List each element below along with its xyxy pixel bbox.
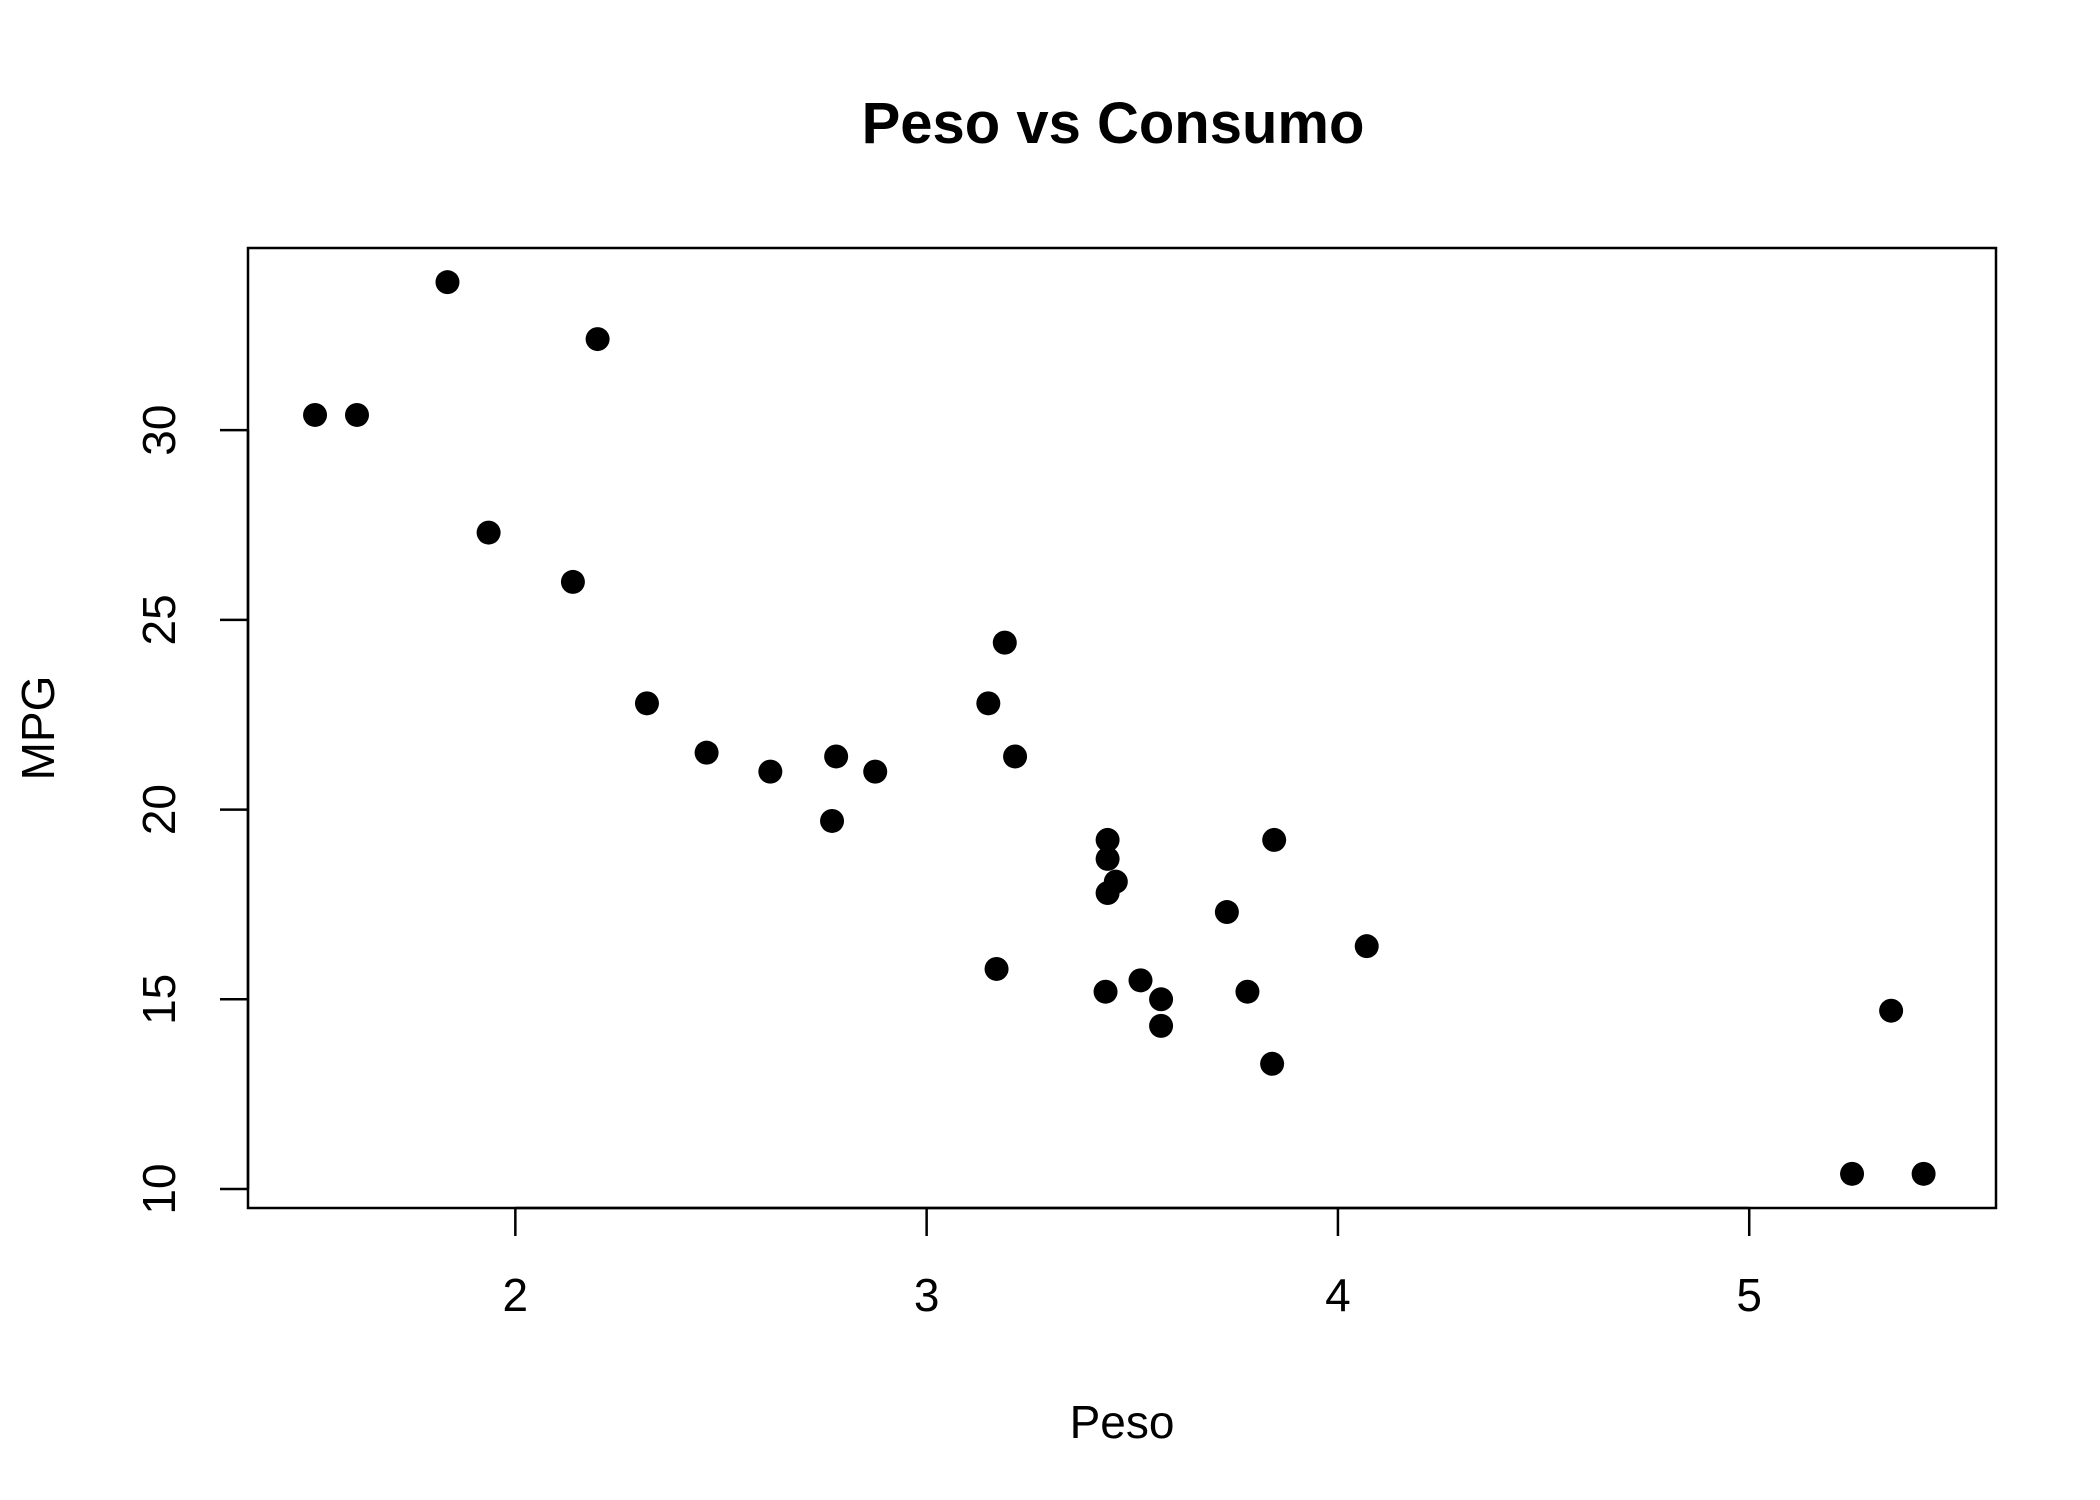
data-point: [1911, 1161, 1936, 1186]
data-point: [1840, 1161, 1865, 1186]
data-point: [585, 327, 610, 352]
data-point: [820, 808, 845, 833]
x-axis: 2 3 4 5: [503, 1206, 1762, 1321]
data-point: [303, 402, 328, 427]
y-tick-label: 25: [133, 594, 185, 645]
data-point: [1214, 900, 1239, 925]
x-tick-label: 3: [914, 1269, 940, 1321]
data-point: [824, 744, 849, 769]
data-point: [1235, 979, 1260, 1004]
data-point: [1093, 979, 1118, 1004]
data-point: [1149, 987, 1174, 1012]
data-point: [984, 956, 1009, 981]
data-point: [634, 691, 659, 716]
x-tick-label: 5: [1736, 1269, 1762, 1321]
data-point: [1354, 934, 1379, 959]
y-tick-label: 20: [133, 784, 185, 835]
y-tick-label: 10: [133, 1163, 185, 1214]
data-point: [1260, 1051, 1285, 1076]
plot-area-border: [246, 246, 1998, 1210]
x-tick-label: 2: [503, 1269, 529, 1321]
data-point: [1003, 744, 1028, 769]
y-tick-label: 30: [133, 405, 185, 456]
data-point: [1262, 827, 1287, 852]
data-point: [694, 740, 719, 765]
data-point: [435, 270, 460, 295]
data-point: [476, 520, 501, 545]
data-point: [863, 759, 888, 784]
data-point: [992, 630, 1017, 655]
data-point: [1095, 827, 1120, 852]
data-point: [758, 759, 783, 784]
data-point: [344, 402, 369, 427]
data-point: [1095, 881, 1120, 906]
data-point: [976, 691, 1001, 716]
x-tick-label: 4: [1325, 1269, 1351, 1321]
data-point: [1095, 846, 1120, 871]
y-axis: 10 15 20 25 30: [133, 405, 250, 1215]
x-axis-label: Peso: [1070, 1396, 1175, 1448]
data-point: [1128, 968, 1153, 993]
data-points: [303, 270, 1936, 1186]
data-point: [560, 569, 585, 594]
chart-title: Peso vs Consumo: [862, 91, 1365, 156]
y-axis-label: MPG: [12, 676, 64, 781]
data-point: [1879, 998, 1904, 1023]
y-tick-label: 15: [133, 974, 185, 1025]
data-point: [1149, 1013, 1174, 1038]
